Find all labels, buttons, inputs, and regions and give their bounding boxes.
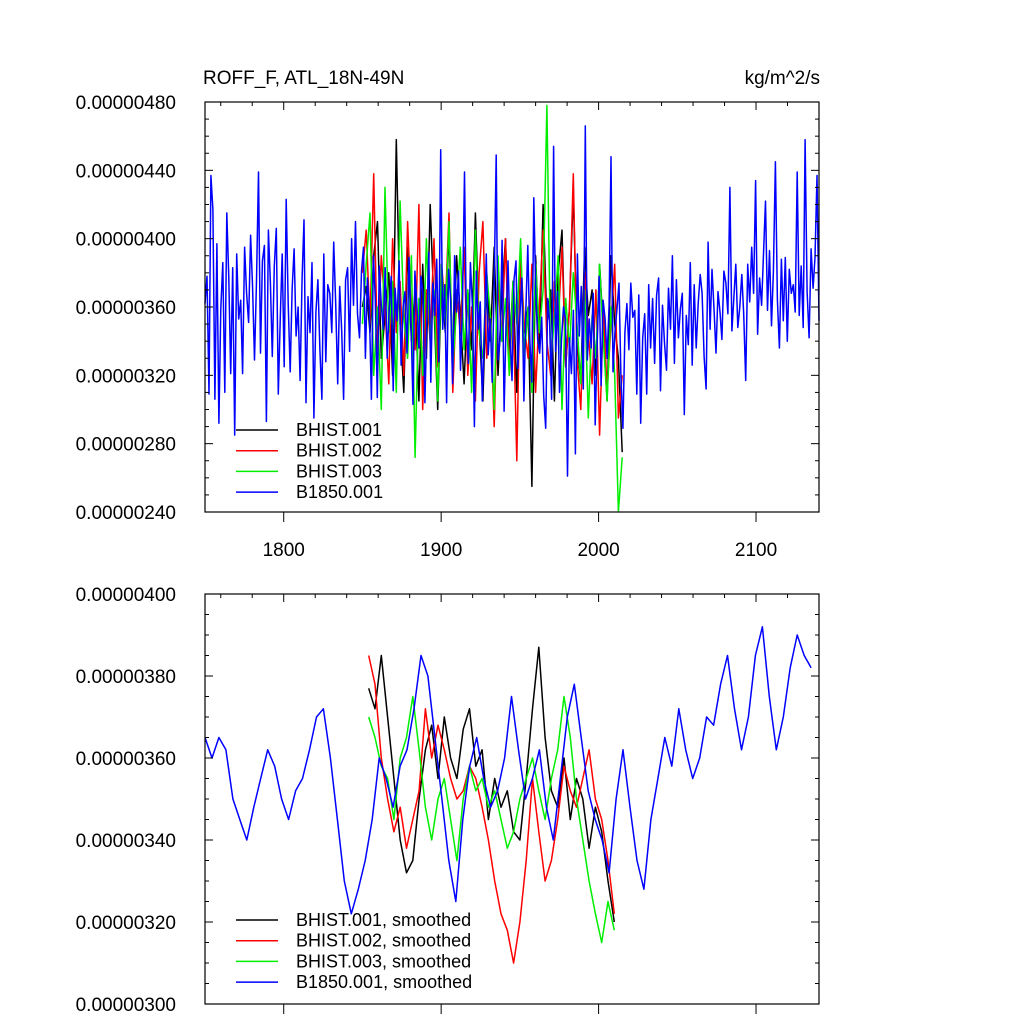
legend-label: BHIST.003 [296, 461, 382, 481]
y-tick-label: 0.00000320 [76, 366, 176, 387]
legend-label: BHIST.003, smoothed [296, 951, 471, 971]
y-tick-label: 0.00000300 [76, 995, 176, 1016]
bottom-panel: 0.00000300 0.00000320 0.00000340 0.00000360… [76, 585, 820, 1016]
chart-units: kg/m^2/s [745, 68, 820, 89]
legend-label: BHIST.002 [296, 441, 382, 461]
y-tick-label: 0.00000360 [76, 749, 176, 770]
top-panel: 0.00000240 0.00000280 0.00000320 0.00000360… [76, 93, 820, 561]
y-tick-label: 0.00000400 [76, 585, 176, 606]
x-tick-label: 1800 [263, 540, 305, 561]
y-tick-label: 0.00000240 [76, 503, 176, 524]
legend-label: B1850.001 [296, 482, 383, 502]
legend-label: BHIST.001, smoothed [296, 910, 471, 930]
legend-label: BHIST.002, smoothed [296, 931, 471, 951]
legend-label: B1850.001, smoothed [296, 972, 472, 992]
y-tick-label: 0.00000480 [76, 93, 176, 114]
legend-label: BHIST.001 [296, 420, 382, 440]
series-line-4 [204, 626, 812, 915]
y-tick-label: 0.00000440 [76, 161, 176, 182]
x-tick-label: 2000 [577, 540, 619, 561]
x-tick-label: 1900 [420, 540, 462, 561]
y-tick-label: 0.00000360 [76, 298, 176, 319]
y-tick-label: 0.00000380 [76, 667, 176, 688]
y-tick-label: 0.00000400 [76, 230, 176, 251]
x-tick-label: 2100 [735, 540, 777, 561]
series-line-1 [367, 646, 616, 923]
y-tick-label: 0.00000280 [76, 435, 176, 456]
series-line-4 [204, 125, 820, 477]
series-line-3 [367, 695, 616, 944]
chart-title: ROFF_F, ATL_18N-49N [203, 68, 404, 89]
series-line-2 [367, 655, 616, 964]
y-tick-label: 0.00000320 [76, 913, 176, 934]
y-tick-label: 0.00000340 [76, 831, 176, 852]
